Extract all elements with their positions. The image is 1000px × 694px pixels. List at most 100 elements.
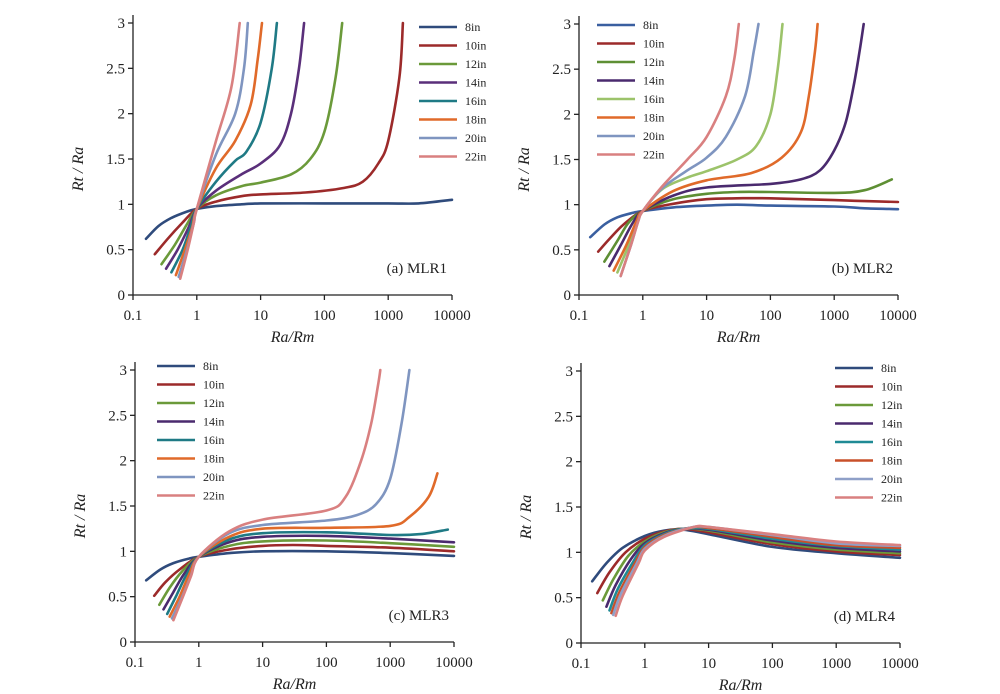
legend-label: 22in bbox=[465, 150, 486, 164]
legend-label: 16in bbox=[465, 94, 486, 108]
legend-label: 22in bbox=[643, 148, 664, 162]
legend-label: 20in bbox=[203, 470, 224, 484]
panel-d: 0 0.5 1 1.5 2 2.5 3 0.1 1 10 100 1000 10000 Ra/Rm Rt /… bbox=[518, 361, 919, 694]
legend-label: 16in bbox=[203, 433, 224, 447]
y-tick-label: 2.5 bbox=[552, 62, 571, 78]
x-tick-label: 1000 bbox=[821, 656, 851, 672]
series-line-16in bbox=[165, 528, 450, 616]
legend-label: 18in bbox=[643, 111, 664, 125]
x-tick-label: 1 bbox=[639, 308, 647, 324]
y-tick-label: 3 bbox=[566, 364, 574, 380]
series-line-22in bbox=[178, 21, 241, 280]
panel-b: 0 0.5 1 1.5 2 2.5 3 0.1 1 10 100 1000 10000 Ra/Rm Rt /… bbox=[516, 16, 917, 346]
legend-label: 12in bbox=[465, 57, 486, 71]
legend-label: 14in bbox=[881, 417, 902, 431]
legend-label: 12in bbox=[203, 396, 224, 410]
series-line-10in bbox=[596, 196, 900, 253]
y-axis-title: Rt / Ra bbox=[518, 495, 535, 540]
panel-c: 0 0.5 1 1.5 2 2.5 3 0.1 1 10 100 1000 10000 Ra/Rm Rt /… bbox=[72, 359, 473, 693]
y-tick-label: 1 bbox=[564, 198, 572, 214]
series-group bbox=[588, 22, 900, 278]
y-tick-label: 2.5 bbox=[108, 408, 127, 424]
panel-a: 0 0.5 1 1.5 2 2.5 3 0.1 1 10 100 1000 10000 Ra/Rm Rt /… bbox=[70, 15, 486, 346]
legend-label: 20in bbox=[881, 472, 902, 486]
y-tick-label: 0.5 bbox=[108, 590, 127, 606]
legend-label: 10in bbox=[203, 378, 224, 392]
legend-label: 16in bbox=[881, 435, 902, 449]
legend: 8in 10in 12in 14in 16in 18in 20in 22in bbox=[835, 361, 902, 505]
x-tick-label: 10 bbox=[699, 308, 714, 324]
legend-label: 14in bbox=[643, 74, 664, 88]
y-tick-label: 1 bbox=[118, 197, 126, 213]
y-tick-label: 2 bbox=[120, 454, 128, 470]
series-line-18in bbox=[168, 472, 439, 618]
legend-label: 22in bbox=[203, 489, 224, 503]
series-line-8in bbox=[144, 549, 456, 582]
series-group bbox=[144, 368, 456, 622]
series-line-14in bbox=[164, 21, 306, 270]
y-axis-title: Rt / Ra bbox=[70, 147, 87, 192]
series-line-8in bbox=[588, 203, 900, 239]
x-tick-label: 0.1 bbox=[126, 655, 145, 671]
y-tick-label: 2 bbox=[118, 107, 126, 123]
panel-label: (d) MLR4 bbox=[834, 609, 896, 625]
series-line-20in bbox=[619, 22, 760, 278]
legend: 8in 10in 12in 14in 16in 18in 20in 22in bbox=[597, 18, 664, 162]
y-tick-label: 1.5 bbox=[106, 152, 125, 168]
legend-label: 12in bbox=[643, 55, 664, 69]
x-axis-title: Ra/Rm bbox=[272, 676, 317, 693]
y-tick-label: 0 bbox=[118, 288, 126, 304]
legend-label: 18in bbox=[203, 452, 224, 466]
legend-label: 10in bbox=[465, 39, 486, 53]
series-line-12in bbox=[601, 527, 902, 602]
legend-label: 20in bbox=[465, 131, 486, 145]
y-tick-label: 0 bbox=[120, 635, 128, 651]
x-tick-label: 10000 bbox=[433, 308, 471, 324]
series-line-12in bbox=[160, 21, 344, 266]
x-axis-title: Ra/Rm bbox=[270, 329, 315, 346]
y-tick-label: 1.5 bbox=[108, 499, 127, 515]
series-line-14in bbox=[162, 534, 456, 611]
legend-label: 20in bbox=[643, 129, 664, 143]
y-tick-label: 2 bbox=[566, 455, 574, 471]
series-line-16in bbox=[170, 21, 279, 274]
series-line-22in bbox=[172, 368, 382, 622]
y-tick-label: 2.5 bbox=[106, 61, 125, 77]
x-axis-title: Ra/Rm bbox=[716, 329, 761, 346]
legend-label: 10in bbox=[643, 37, 664, 51]
x-tick-label: 1000 bbox=[375, 655, 405, 671]
y-tick-label: 3 bbox=[564, 17, 572, 33]
x-tick-label: 10 bbox=[253, 308, 268, 324]
panel-label: (a) MLR1 bbox=[387, 261, 447, 277]
x-tick-label: 100 bbox=[315, 655, 338, 671]
x-tick-label: 0.1 bbox=[124, 308, 143, 324]
legend-label: 8in bbox=[203, 359, 218, 373]
series-line-22in bbox=[614, 524, 902, 618]
legend: 8in 10in 12in 14in 16in 18in 20in 22in bbox=[419, 20, 486, 164]
x-tick-label: 100 bbox=[313, 308, 336, 324]
series-line-22in bbox=[619, 22, 741, 278]
x-tick-label: 10000 bbox=[879, 308, 917, 324]
y-axis-title: Rt / Ra bbox=[516, 147, 533, 192]
y-tick-label: 3 bbox=[120, 363, 128, 379]
series-line-10in bbox=[153, 21, 405, 256]
legend-label: 8in bbox=[643, 18, 658, 32]
x-axis-title: Ra/Rm bbox=[718, 677, 763, 694]
y-tick-label: 2 bbox=[564, 107, 572, 123]
y-tick-label: 1.5 bbox=[552, 153, 571, 169]
y-tick-label: 1.5 bbox=[554, 500, 573, 516]
legend-label: 10in bbox=[881, 380, 902, 394]
legend-label: 16in bbox=[643, 92, 664, 106]
y-tick-label: 0 bbox=[566, 636, 574, 652]
series-line-18in bbox=[612, 22, 819, 272]
x-tick-label: 1 bbox=[195, 655, 203, 671]
legend-label: 8in bbox=[465, 20, 480, 34]
x-tick-label: 1000 bbox=[373, 308, 403, 324]
x-tick-label: 100 bbox=[761, 656, 784, 672]
series-line-12in bbox=[603, 178, 894, 263]
series-line-12in bbox=[158, 539, 456, 607]
x-tick-label: 0.1 bbox=[570, 308, 589, 324]
y-tick-label: 0 bbox=[564, 288, 572, 304]
x-tick-label: 10000 bbox=[435, 655, 473, 671]
